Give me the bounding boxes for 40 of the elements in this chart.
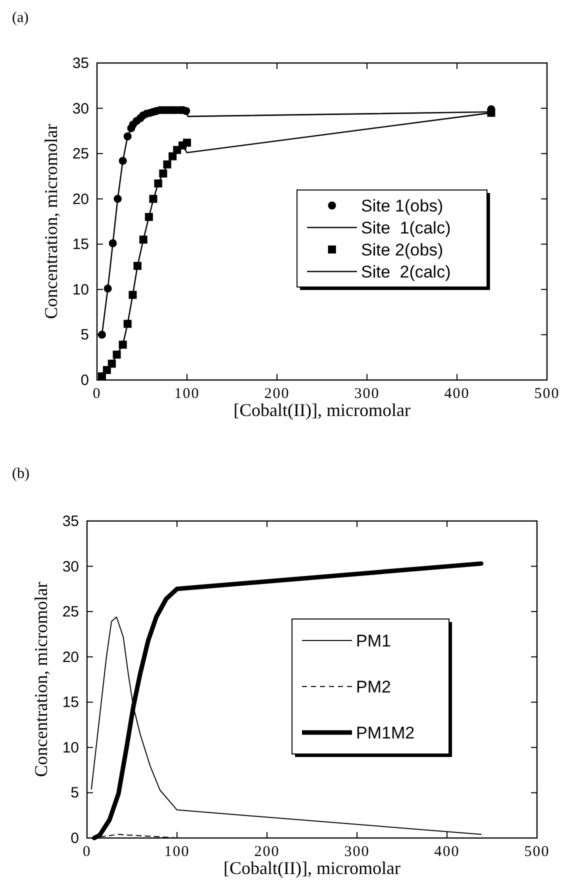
y-tick-label: 30 — [72, 100, 89, 118]
legend-label: Site 1(calc) — [361, 218, 451, 238]
x-tick-label: 200 — [264, 386, 290, 402]
x-tick-label: 300 — [354, 386, 380, 402]
y-tick-label: 25 — [62, 604, 79, 621]
y-tick-label: 0 — [80, 372, 89, 389]
x-tick-label: 100 — [174, 386, 200, 402]
x-tick-label: 100 — [164, 844, 190, 860]
legend-label: Site 2(calc) — [361, 262, 451, 282]
y-tick-label: 25 — [72, 146, 89, 163]
y-tick-label: 10 — [72, 281, 89, 298]
chart-title: (a) — [12, 10, 29, 26]
y-tick-label: 20 — [72, 190, 89, 208]
legend-label: PM1 — [356, 632, 391, 650]
x-axis-title: [Cobalt(II)], micromolar — [224, 858, 400, 878]
x-axis-title: [Cobalt(II)], micromolar — [234, 400, 410, 420]
legend-label: Site 2(obs) — [361, 240, 444, 260]
y-axis-title: Concentration, micromolar — [31, 582, 51, 777]
y-tick-label: 20 — [62, 648, 79, 666]
chart-title: (b) — [12, 466, 30, 482]
y-tick-label: 35 — [72, 55, 89, 72]
y-tick-label: 0 — [70, 830, 79, 847]
x-tick-label: 300 — [344, 844, 370, 860]
x-tick-label: 200 — [254, 844, 280, 860]
y-tick-label: 10 — [62, 739, 79, 756]
y-tick-label: 5 — [80, 326, 89, 344]
x-tick-label: 400 — [434, 844, 460, 860]
legend-label: PM2 — [356, 678, 391, 696]
y-tick-label: 30 — [62, 558, 79, 576]
y-tick-label: 15 — [72, 236, 89, 254]
y-axis-title: Concentration, micromolar — [41, 124, 61, 319]
x-tick-label: 0 — [92, 386, 102, 402]
x-tick-label: 500 — [524, 844, 550, 860]
legend-label: PM1M2 — [356, 724, 415, 742]
y-tick-label: 5 — [70, 784, 79, 802]
legend-label: Site 1(obs) — [361, 196, 444, 216]
x-tick-label: 400 — [444, 386, 470, 402]
y-tick-label: 35 — [62, 513, 79, 530]
y-tick-label: 15 — [62, 694, 79, 712]
x-tick-label: 500 — [534, 386, 560, 402]
